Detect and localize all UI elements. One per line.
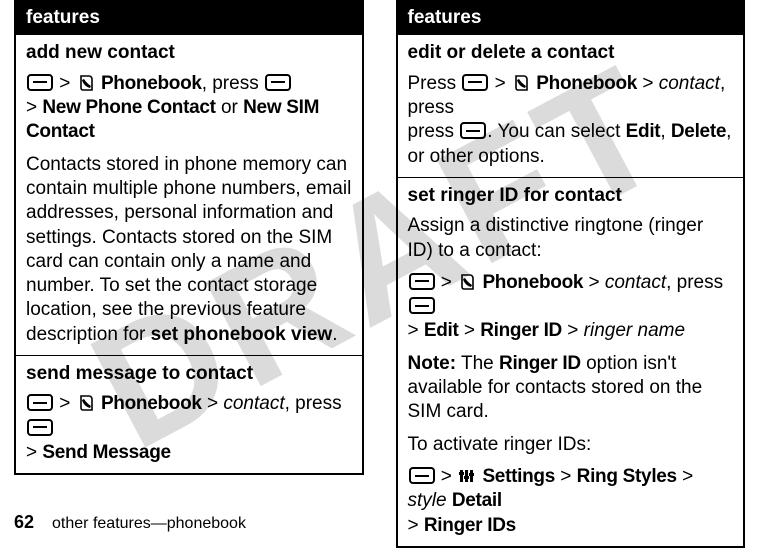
menu-key-icon [460,122,486,139]
note-a: The [456,353,499,374]
ui-phonebook: Phonebook [101,393,202,414]
txt-ringer-name: ringer name [584,320,685,341]
ui-ringer-id: Ringer ID [480,320,562,341]
nav-line-add-contact: > Phonebook, press > New Phone Contact o… [26,72,352,145]
right-column: features edit or delete a contact Press … [396,0,746,548]
para-tail: . [332,324,337,345]
row-add-new-contact: add new contact > Phonebook, press > New… [15,35,363,356]
txt-gt: > [637,73,659,94]
txt-gt: > [583,272,605,293]
row-send-message: send message to contact > Phonebook > co… [15,356,363,475]
note-label: Note: [408,353,457,374]
ui-ringer-id: Ringer ID [499,353,581,374]
ui-delete: Delete [671,121,726,142]
menu-key-icon [27,394,53,411]
txt-press2: press [408,121,460,142]
ui-phonebook: Phonebook [482,272,583,293]
para-activate: To activate ringer IDs: [408,433,734,457]
txt-contact: contact [659,73,720,94]
subhead-send-message: send message to contact [26,362,352,386]
left-column: features add new contact > Phonebook, pr… [14,0,364,548]
page-number: 62 [14,512,34,532]
phonebook-icon [512,74,530,92]
menu-key-icon [409,467,435,484]
txt-contact: contact [223,393,284,414]
txt-c1: , [660,121,671,142]
phonebook-icon [77,74,95,92]
menu-key-icon [409,297,435,314]
txt-press: , press [285,393,342,414]
two-column-layout: features add new contact > Phonebook, pr… [14,0,745,548]
menu-key-icon [27,74,53,91]
txt-select: . You can select [487,121,625,142]
nav-line-ringer: > Phonebook > contact, press > Edit > Ri… [408,271,734,344]
features-table-left: features add new contact > Phonebook, pr… [14,0,364,475]
page: features add new contact > Phonebook, pr… [0,0,759,547]
subhead-add-new-contact: add new contact [26,41,352,65]
ui-phonebook: Phonebook [101,73,202,94]
menu-key-icon [27,419,53,436]
features-table-right: features edit or delete a contact Press … [396,0,746,548]
para-text: Contacts stored in phone memory can cont… [26,154,351,345]
menu-key-icon [409,273,435,290]
ui-settings: Settings [482,466,555,487]
ui-new-phone-contact: New Phone Contact [42,97,215,118]
subhead-set-ringer: set ringer ID for contact [408,184,734,208]
txt-press: , press [666,272,723,293]
txt-press: , press [202,73,264,94]
para-bold: set phonebook view [151,324,333,345]
nav-line-edit-delete: Press > Phonebook > contact, press press… [408,72,734,169]
ui-edit: Edit [424,320,459,341]
page-footer: 62 other features—phonebook [14,512,246,533]
menu-key-icon [462,74,488,91]
nav-line-activate: > Settings > Ring Styles > style Detail … [408,465,734,538]
txt-press: Press [408,73,462,94]
para-add-contact: Contacts stored in phone memory can cont… [26,153,352,348]
phonebook-icon [77,394,95,412]
txt-contact: contact [605,272,666,293]
ui-edit: Edit [626,121,661,142]
features-header-left: features [15,1,363,35]
txt-or: or [216,97,243,118]
footer-text: other features—phonebook [52,515,246,532]
ui-ringer-ids: Ringer IDs [424,515,516,536]
para-assign-ringtone: Assign a distinctive ringtone (ringer ID… [408,214,734,263]
settings-icon [458,467,476,485]
txt-style: style [408,490,447,511]
row-edit-delete: edit or delete a contact Press > Phonebo… [397,35,745,178]
menu-key-icon [265,74,291,91]
nav-line-send-message: > Phonebook > contact, press > Send Mess… [26,392,352,465]
features-header-right: features [397,1,745,35]
row-set-ringer: set ringer ID for contact Assign a disti… [397,177,745,547]
note-ringer: Note: The Ringer ID option isn't availab… [408,352,734,425]
ui-phonebook: Phonebook [536,73,637,94]
subhead-edit-delete: edit or delete a contact [408,41,734,65]
ui-ring-styles: Ring Styles [577,466,677,487]
ui-send-message: Send Message [42,442,170,463]
phonebook-icon [458,273,476,291]
ui-detail: Detail [452,490,502,511]
txt-gt: > [202,393,224,414]
